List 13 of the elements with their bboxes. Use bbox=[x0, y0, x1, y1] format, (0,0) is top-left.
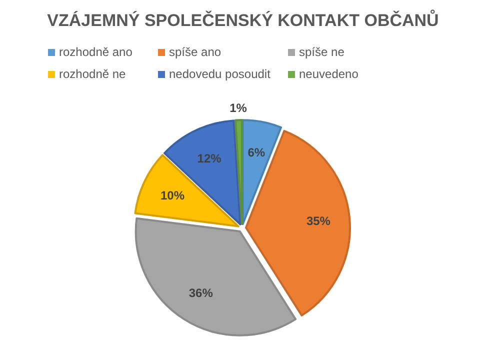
legend-label: nedovedu posoudit bbox=[169, 67, 272, 81]
data-label: 6% bbox=[248, 146, 266, 160]
data-label: 1% bbox=[230, 101, 248, 116]
legend-label: rozhodně ano bbox=[59, 45, 133, 59]
chart-title: VZÁJEMNÝ SPOLEČENSKÝ KONTAKT OBČANŮ bbox=[47, 9, 439, 30]
legend-label: rozhodně ne bbox=[59, 67, 126, 81]
legend-label: spíše ne bbox=[299, 45, 345, 59]
legend-label: neuvedeno bbox=[299, 67, 359, 81]
legend-label: spíše ano bbox=[169, 45, 222, 59]
data-label: 12% bbox=[197, 152, 222, 166]
data-label: 10% bbox=[160, 188, 185, 202]
data-label: 35% bbox=[306, 214, 331, 228]
data-label: 36% bbox=[188, 286, 214, 300]
